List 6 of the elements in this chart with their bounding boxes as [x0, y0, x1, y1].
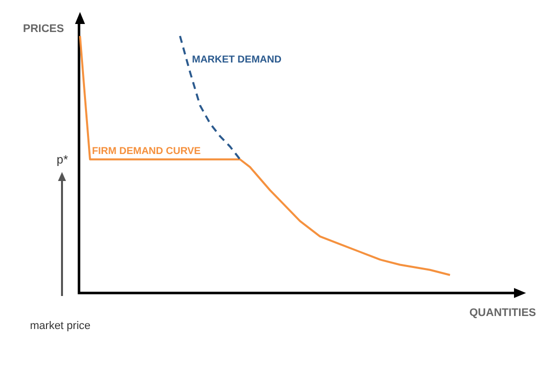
text: market price: [30, 320, 91, 332]
y-axis-title: PRICES: [23, 23, 64, 36]
series-label: MARKET DEMAND: [192, 54, 282, 66]
x-axis-title: QUANTITIES: [469, 307, 536, 320]
text: p*: [56, 152, 68, 166]
series-label: FIRM DEMAND CURVE: [92, 146, 202, 158]
